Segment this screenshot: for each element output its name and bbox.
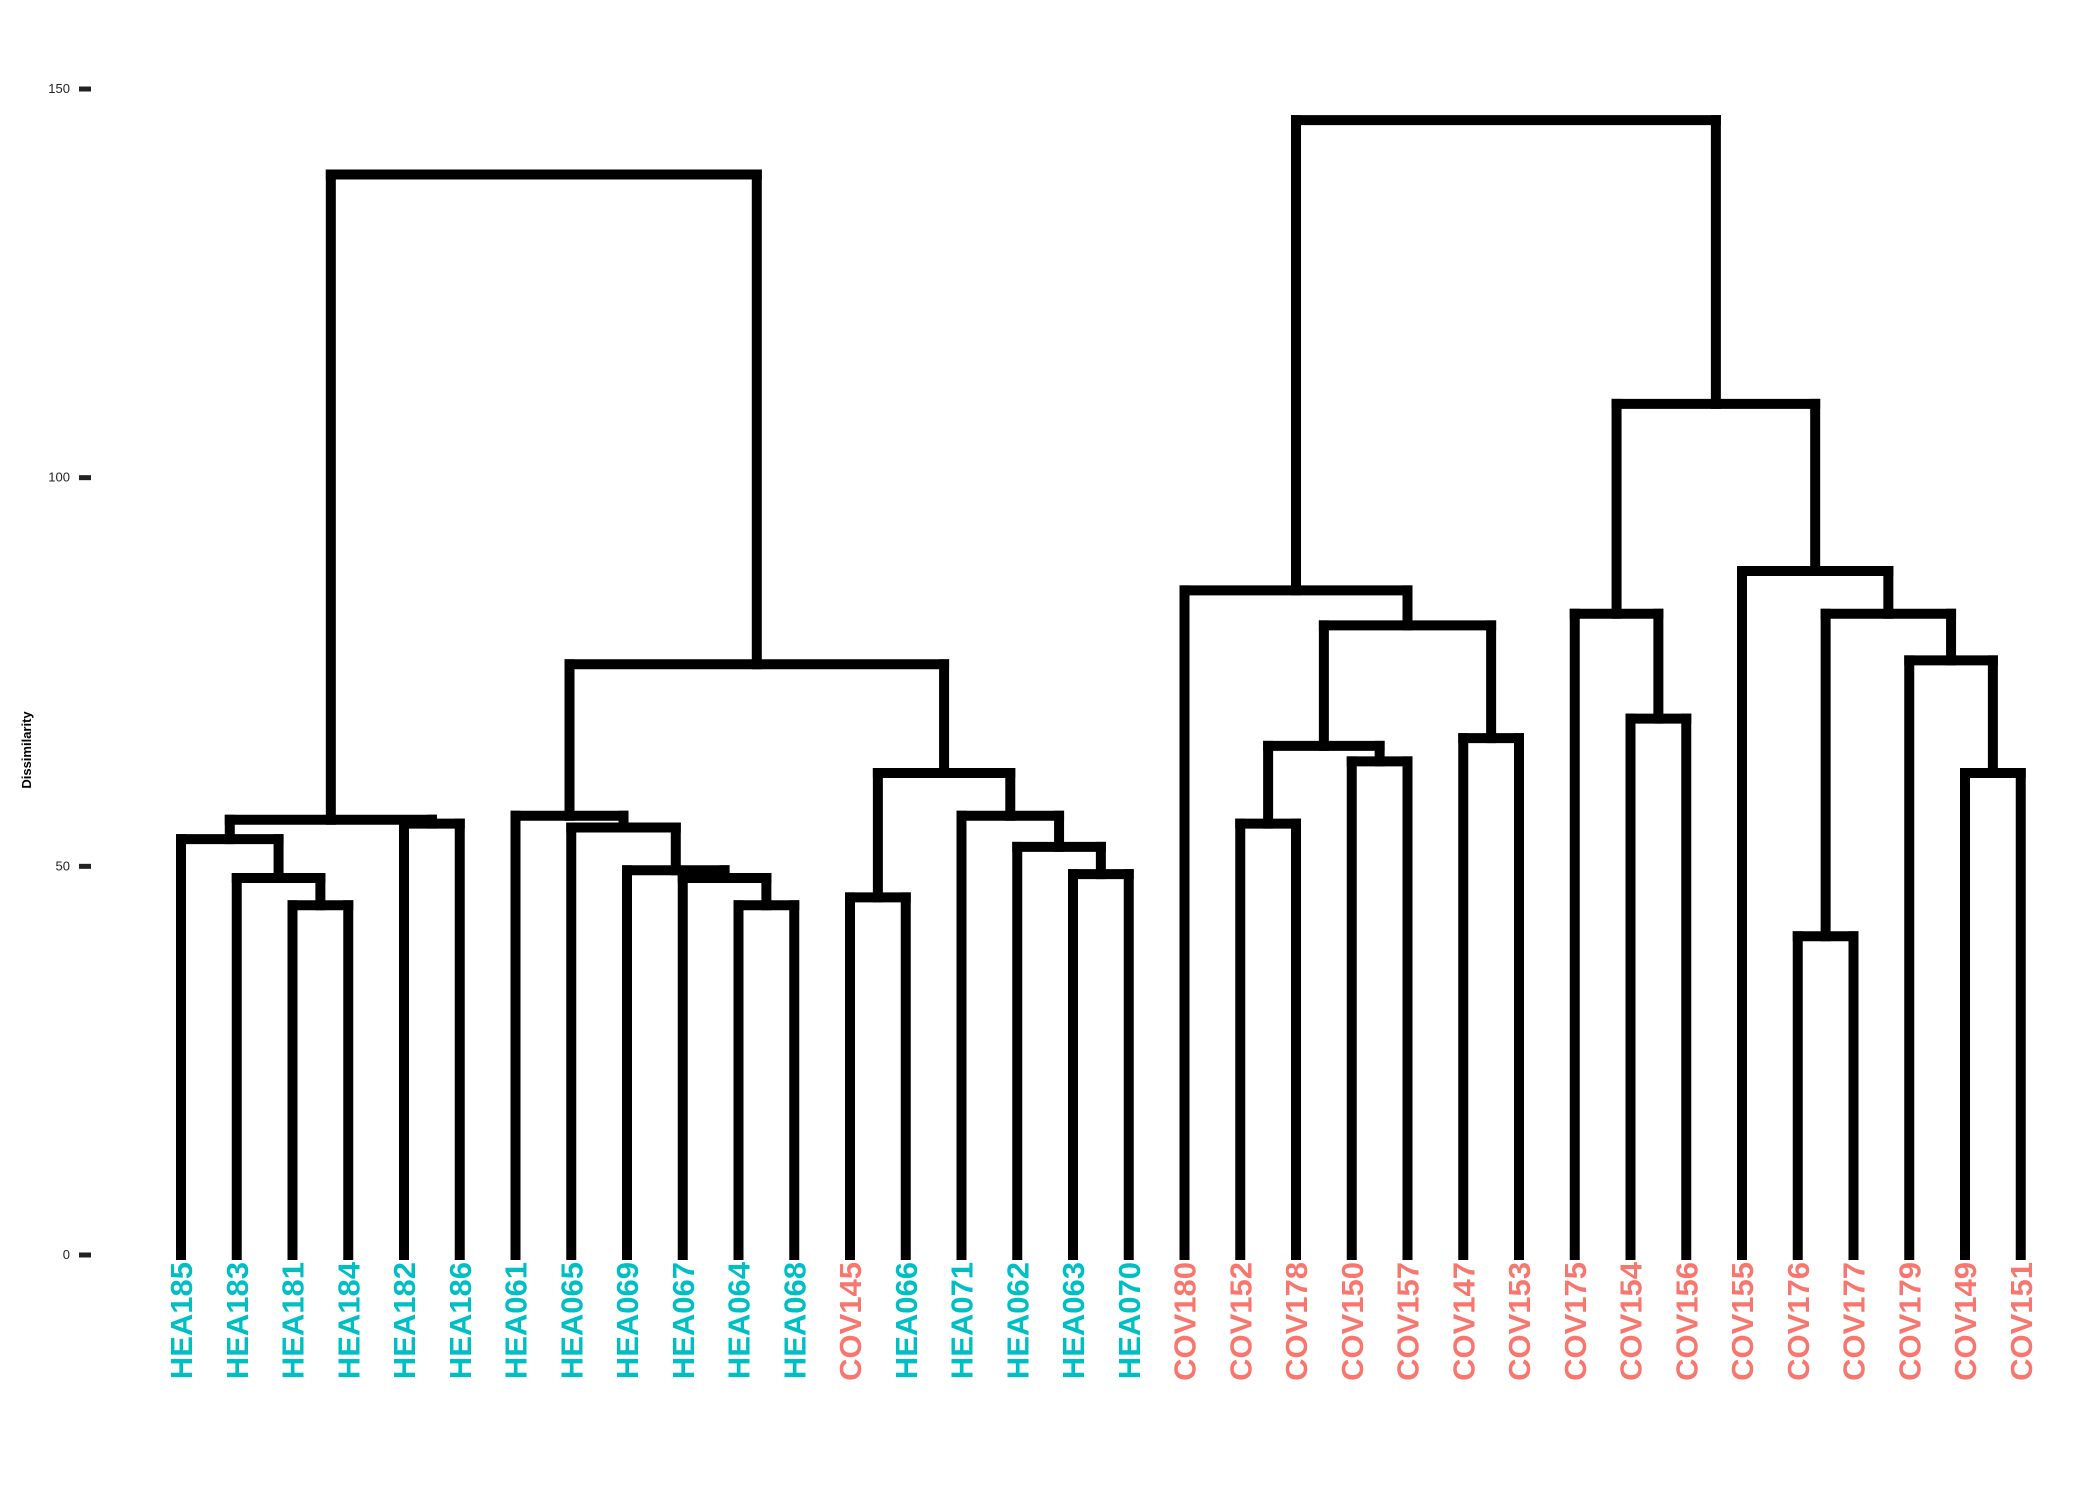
leaf-label: COV149 bbox=[1948, 1262, 1983, 1381]
leaf-label: HEA066 bbox=[889, 1262, 924, 1379]
dendrogram-branches bbox=[176, 115, 2026, 1260]
leaf-label: HEA067 bbox=[666, 1262, 701, 1379]
leaf-label: HEA068 bbox=[777, 1262, 812, 1379]
y-tick-label: 100 bbox=[48, 470, 70, 485]
leaf-label: COV151 bbox=[2004, 1262, 2039, 1381]
y-tick-label: 0 bbox=[63, 1247, 70, 1262]
leaf-label: HEA062 bbox=[1000, 1262, 1035, 1379]
leaf-label: HEA070 bbox=[1112, 1262, 1147, 1379]
leaf-label: HEA185 bbox=[164, 1262, 199, 1379]
leaf-label: HEA182 bbox=[387, 1262, 422, 1379]
y-axis: 0 50 100 150 bbox=[48, 81, 91, 1262]
leaf-label: HEA065 bbox=[554, 1262, 589, 1379]
leaf-label: COV145 bbox=[833, 1262, 868, 1381]
leaf-label: HEA071 bbox=[945, 1262, 980, 1379]
y-axis-title: Dissimilarity bbox=[19, 711, 34, 789]
leaf-label: COV157 bbox=[1391, 1262, 1426, 1381]
leaf-label: HEA063 bbox=[1056, 1262, 1091, 1379]
leaf-label: HEA183 bbox=[220, 1262, 255, 1379]
leaf-label: COV178 bbox=[1279, 1262, 1314, 1381]
leaf-label: HEA184 bbox=[331, 1261, 366, 1379]
leaf-label: COV175 bbox=[1558, 1262, 1593, 1381]
leaf-label: HEA186 bbox=[443, 1262, 478, 1379]
y-tick-label: 150 bbox=[48, 81, 70, 96]
leaf-label: HEA069 bbox=[610, 1262, 645, 1379]
leaf-label: HEA064 bbox=[722, 1261, 757, 1379]
leaf-label: COV154 bbox=[1614, 1261, 1649, 1381]
y-tick-label: 50 bbox=[56, 858, 70, 873]
leaf-labels: HEA185 HEA183 HEA181 HEA184 HEA182 HEA186 HEA0… bbox=[164, 1261, 2039, 1381]
leaf-label: HEA061 bbox=[499, 1262, 534, 1379]
leaf-label: COV155 bbox=[1725, 1262, 1760, 1381]
leaf-label: COV150 bbox=[1335, 1262, 1370, 1381]
leaf-label: COV152 bbox=[1223, 1262, 1258, 1381]
leaf-label: COV176 bbox=[1781, 1262, 1816, 1381]
leaf-label: COV147 bbox=[1446, 1262, 1481, 1381]
leaf-label: COV179 bbox=[1892, 1262, 1927, 1381]
leaf-label: COV177 bbox=[1837, 1262, 1872, 1381]
leaf-label: HEA181 bbox=[276, 1262, 311, 1379]
leaf-label: COV180 bbox=[1168, 1262, 1203, 1381]
leaf-label: COV153 bbox=[1502, 1262, 1537, 1381]
leaf-label: COV156 bbox=[1669, 1262, 1704, 1381]
